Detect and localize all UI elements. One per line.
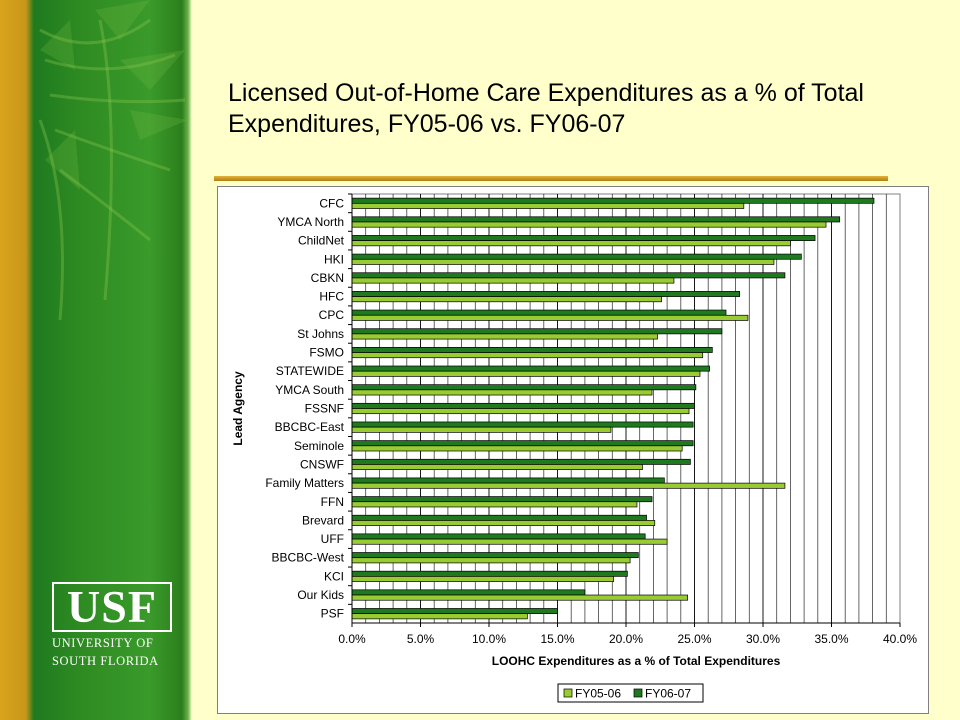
bar-fy06-07	[351, 477, 665, 484]
category-label: FFN	[321, 495, 344, 509]
x-tick-label: 10.0%	[472, 632, 506, 646]
bar-fy05-06	[351, 408, 690, 415]
category-label: Brevard	[302, 513, 344, 527]
bar-fy05-06	[351, 221, 827, 228]
bar-fy06-07	[351, 589, 586, 596]
bar-fy05-06	[351, 613, 528, 620]
category-label: FSMO	[309, 346, 344, 360]
bar-fy06-07	[351, 608, 558, 615]
y-axis-title: Lead Agency	[231, 371, 245, 446]
bar-fy06-07	[351, 253, 802, 260]
bar-fy06-07	[351, 440, 694, 447]
bar-fy05-06	[351, 352, 704, 359]
legend-swatch	[633, 688, 643, 698]
bar-fy05-06	[351, 538, 668, 545]
usf-logo: USF UNIVERSITY OF SOUTH FLORIDA	[52, 582, 176, 672]
bar-fy05-06	[351, 314, 749, 321]
category-label: CFC	[319, 196, 344, 210]
category-label: FSSNF	[305, 402, 344, 416]
bar-fy06-07	[351, 570, 628, 577]
category-label: YMCA South	[275, 383, 344, 397]
category-label: St Johns	[297, 327, 344, 341]
bar-fy05-06	[351, 296, 662, 303]
bar-fy06-07	[351, 384, 697, 391]
slide-title: Licensed Out-of-Home Care Expenditures a…	[228, 79, 864, 138]
decorative-side-panel: USF UNIVERSITY OF SOUTH FLORIDA	[0, 0, 192, 720]
bar-fy06-07	[351, 402, 695, 409]
logo-line-south-florida: SOUTH FLORIDA	[52, 654, 159, 668]
bar-fy05-06	[351, 482, 786, 489]
bar-fy06-07	[351, 421, 694, 428]
category-label: HFC	[319, 290, 344, 304]
bar-fy06-07	[351, 272, 786, 279]
category-label: YMCA North	[277, 215, 344, 229]
legend-swatch	[563, 688, 573, 698]
bar-fy05-06	[351, 464, 643, 471]
usf-wordmark: USF	[52, 582, 172, 632]
category-label: BBCBC-West	[272, 551, 345, 565]
bar-fy06-07	[351, 309, 727, 316]
legend-label: FY05-06	[575, 687, 621, 701]
legend-box	[557, 683, 704, 703]
bar-fy05-06	[351, 389, 653, 396]
category-label: KCI	[324, 569, 344, 583]
x-tick-label: 15.0%	[540, 632, 574, 646]
bar-fy05-06	[351, 277, 675, 284]
x-tick-label: 25.0%	[677, 632, 711, 646]
category-label: HKI	[324, 252, 344, 266]
category-label: STATEWIDE	[276, 364, 344, 378]
bar-fy05-06	[351, 501, 638, 508]
title-divider	[214, 176, 888, 181]
x-tick-label: 35.0%	[814, 632, 848, 646]
category-label: Seminole	[294, 439, 344, 453]
chart-frame: CFC YMCA North ChildNet HKI CBKN HFC CPC St Joh…	[217, 186, 929, 714]
bar-fy05-06	[351, 333, 658, 340]
category-label: CBKN	[311, 271, 344, 285]
bar-fy06-07	[351, 197, 875, 204]
category-label: Our Kids	[297, 588, 344, 602]
bar-fy05-06	[351, 258, 775, 265]
category-label: BBCBC-East	[275, 420, 345, 434]
bar-fy06-07	[351, 235, 816, 241]
bar-fy05-06	[351, 240, 791, 247]
x-tick-label: 20.0%	[609, 632, 643, 646]
bar-fy05-06	[351, 594, 688, 601]
bar-fy06-07	[351, 291, 741, 297]
bar-fy05-06	[351, 370, 701, 377]
category-label: Family Matters	[265, 476, 344, 490]
category-label: CPC	[319, 308, 345, 322]
x-tick-label: 5.0%	[407, 632, 435, 646]
x-tick-label: 40.0%	[883, 632, 917, 646]
bar-fy06-07	[351, 346, 713, 353]
bar-fy06-07	[351, 533, 646, 540]
bar-fy06-07	[351, 216, 841, 223]
bar-fy05-06	[351, 202, 745, 209]
bar-fy06-07	[351, 328, 723, 335]
legend-label: FY06-07	[645, 687, 691, 701]
bar-fy06-07	[351, 365, 710, 372]
bar-fy05-06	[351, 557, 631, 564]
category-label: UFF	[321, 532, 344, 546]
x-tick-label: 0.0%	[338, 632, 366, 646]
palm-frond-graphic	[38, 0, 188, 321]
bar-fy05-06	[351, 576, 615, 582]
x-tick-label: 30.0%	[746, 632, 780, 646]
logo-line-university: UNIVERSITY OF	[52, 636, 154, 650]
bar-chart: CFC YMCA North ChildNet HKI CBKN HFC CPC St Joh…	[231, 193, 917, 703]
bar-fy06-07	[351, 458, 691, 465]
bar-fy06-07	[351, 552, 639, 559]
bar-fy05-06	[351, 520, 656, 526]
x-axis-title: LOOHC Expenditures as a % of Total Expen…	[492, 654, 781, 668]
bar-fy05-06	[351, 426, 612, 433]
category-label: CNSWF	[300, 457, 344, 471]
bar-fy06-07	[351, 496, 653, 503]
bar-fy06-07	[351, 514, 647, 521]
bar-fy05-06	[351, 445, 683, 452]
category-label: PSF	[321, 607, 344, 621]
category-label: ChildNet	[298, 234, 345, 248]
